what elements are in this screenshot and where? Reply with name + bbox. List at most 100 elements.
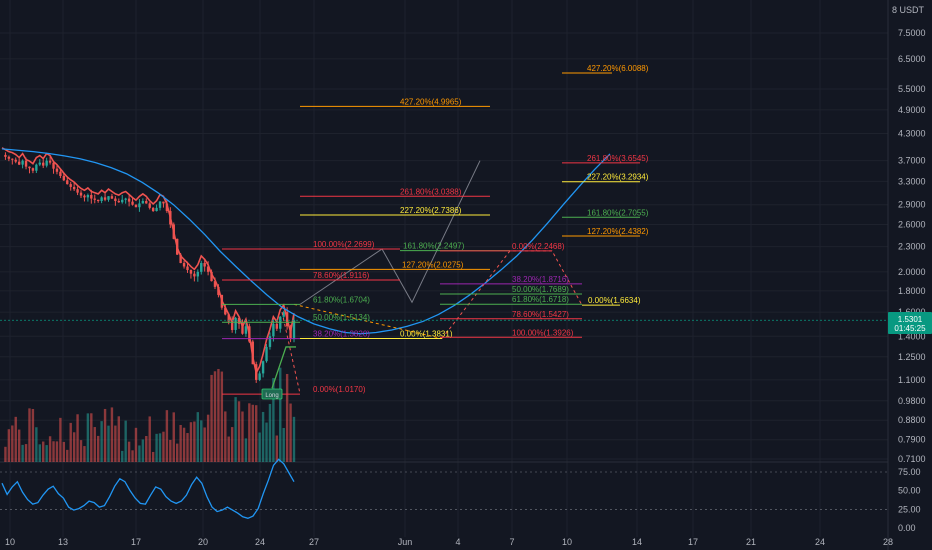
candle-body [165, 203, 169, 212]
candle-body [83, 195, 86, 198]
volume-bar [93, 427, 96, 462]
x-tick-label: 17 [688, 537, 698, 547]
volume-bar [282, 427, 285, 462]
volume-bar [127, 441, 131, 462]
fib-label: 261.80%(3.0388) [400, 187, 462, 196]
volume-bar [76, 414, 79, 462]
volume-bar [124, 420, 127, 462]
candle-body [268, 336, 272, 347]
y-tick-label: 4.3000 [898, 129, 926, 139]
oscillator-line [1, 458, 295, 519]
candle-body [210, 271, 213, 282]
volume-bar [244, 438, 248, 462]
x-tick-label: 10 [562, 537, 572, 547]
y-tick-label: 5.5000 [898, 84, 926, 94]
candle-body [141, 201, 145, 204]
candle-body [79, 192, 83, 196]
candle-body [93, 198, 96, 200]
candle-body [158, 201, 162, 208]
fib-label: 100.00%(1.3926) [512, 328, 574, 337]
osc-tick-label: 50.00 [898, 486, 921, 496]
candle-body [62, 175, 66, 181]
fib-label: 127.20%(2.0275) [402, 260, 464, 269]
x-tick-label: 21 [746, 537, 756, 547]
candle-body [124, 198, 127, 200]
volume-bar [42, 441, 45, 462]
candle-body [76, 189, 79, 193]
current-price-value: 1.5301 [898, 315, 923, 324]
osc-tick-label: 0.00 [898, 523, 916, 533]
candle-body [279, 316, 282, 329]
candle-body [272, 323, 275, 337]
long-marker[interactable]: Long [261, 388, 283, 400]
x-tick-label: 28 [883, 537, 893, 547]
candle-body [265, 346, 268, 362]
fib-label: 38.20%(1.8716) [512, 275, 569, 284]
volume-bar [79, 440, 83, 462]
volume-bar [258, 432, 261, 462]
volume-bar [268, 403, 272, 462]
fib-label: 78.60%(1.5427) [512, 310, 569, 319]
x-tick-label: 10 [5, 537, 15, 547]
fib-label: 50.00%(1.7689) [512, 285, 569, 294]
price-axis[interactable]: 0.7100 0.7900 0.8800 0.9800 1.1000 1.2500 1.40… [898, 28, 926, 533]
y-tick-label: 2.3000 [898, 242, 926, 252]
volume-bar [100, 421, 103, 462]
volume-bar [14, 416, 17, 462]
y-tick-label: 3.3000 [898, 176, 926, 186]
current-price-tag[interactable]: 1.5301 01:45:25 [888, 312, 932, 334]
candle-body [138, 203, 141, 208]
volume-bar [237, 401, 241, 462]
x-tick-label: 24 [815, 537, 825, 547]
volume-bar [230, 427, 234, 462]
fib-label: 227.20%(2.7386) [400, 206, 462, 215]
volume-bar [186, 433, 189, 462]
volume-bar [162, 431, 165, 462]
volume-bar [62, 441, 66, 462]
y-tick-label: 0.7100 [898, 454, 926, 464]
volume-bar [117, 416, 120, 462]
candle-body [241, 323, 244, 334]
candle-body [230, 321, 234, 330]
candle-body [244, 326, 248, 334]
osc-tick-label: 25.00 [898, 504, 921, 514]
volume-bar [210, 374, 213, 462]
candle-body [145, 201, 148, 204]
volume-bar [220, 371, 224, 462]
candle-body [182, 263, 186, 267]
volume-bar [272, 378, 275, 462]
candle-body [42, 162, 45, 166]
candle-body [86, 195, 90, 198]
volume-bar [45, 445, 48, 462]
fib-label: 127.20%(2.4382) [587, 227, 649, 236]
fib-label: 61.80%(1.6718) [512, 295, 569, 304]
volume-bar [289, 403, 292, 462]
fib-label: 161.80%(2.7055) [587, 208, 649, 217]
volume-bar [265, 422, 268, 462]
candle-body [186, 266, 189, 271]
fib-label: 427.20%(4.9965) [400, 97, 462, 106]
candle-body [261, 361, 265, 374]
y-tick-label: 1.2500 [898, 352, 926, 362]
volume-bar [48, 436, 52, 462]
fib-label: 100.00%(2.2699) [313, 240, 375, 249]
volume-bar [83, 446, 86, 462]
candle-body [69, 184, 72, 187]
fib-levels: 427.20%(4.9965) 261.80%(3.0388) 227.20%(2.… [222, 64, 649, 395]
oscillator-pane [0, 458, 888, 519]
time-axis[interactable]: 10 13 17 20 24 27 Jun 4 7 10 14 17 21 24 28 [5, 537, 893, 547]
volume-bar [110, 407, 114, 462]
volume-bar [292, 416, 296, 462]
volume-bar [7, 429, 11, 462]
candle-body [134, 204, 138, 208]
candle-body [110, 196, 114, 199]
volume-bar [251, 404, 254, 462]
candle-body [55, 168, 59, 172]
candle-body [38, 162, 41, 165]
candle-body [35, 164, 38, 171]
volume-bar [4, 446, 7, 462]
volume-bar [182, 427, 186, 462]
current-price-countdown: 01:45:25 [894, 324, 926, 333]
volume-bar [158, 433, 162, 462]
